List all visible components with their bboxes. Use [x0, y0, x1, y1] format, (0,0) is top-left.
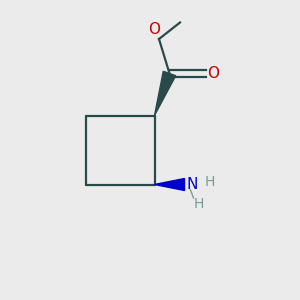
Polygon shape	[154, 178, 184, 190]
Text: H: H	[205, 175, 215, 189]
Polygon shape	[154, 71, 176, 116]
Text: N: N	[186, 177, 197, 192]
Text: H: H	[194, 197, 204, 211]
Text: O: O	[207, 66, 219, 81]
Text: O: O	[148, 22, 160, 38]
